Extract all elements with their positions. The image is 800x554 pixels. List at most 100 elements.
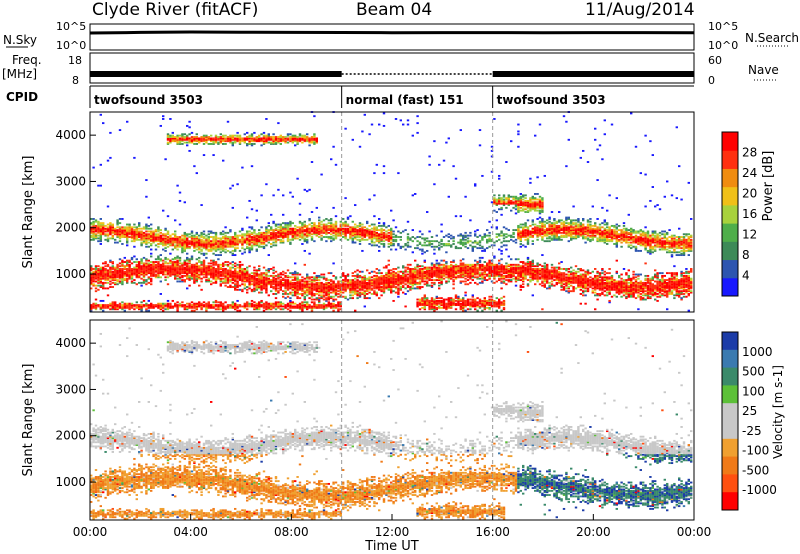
heat-cell	[370, 238, 374, 241]
heat-cell	[354, 309, 357, 312]
heat-cell	[195, 269, 198, 272]
heat-cell	[116, 306, 119, 309]
heat-cell	[394, 226, 398, 229]
heat-cell	[106, 234, 110, 237]
heat-cell	[150, 263, 153, 266]
heat-cell	[486, 301, 489, 304]
heat-cell	[130, 268, 134, 270]
heat-cell	[183, 308, 186, 311]
heat-cell	[190, 244, 194, 247]
heat-cell	[202, 233, 206, 236]
heat-cell	[260, 233, 263, 236]
heat-cell	[471, 299, 474, 302]
heat-cell	[94, 269, 98, 272]
heat-cell	[440, 243, 443, 245]
heat-cell	[253, 290, 256, 293]
heat-cell	[356, 226, 359, 229]
heat-cell	[478, 305, 482, 308]
heat-cell	[234, 308, 237, 311]
heat-cell	[303, 237, 306, 240]
heat-cell	[212, 240, 215, 243]
heat-cell	[284, 223, 287, 226]
heat-cell	[358, 234, 362, 237]
heat-cell	[325, 287, 328, 290]
heat-cell	[236, 299, 239, 302]
heat-cell	[378, 297, 381, 300]
heat-cell	[308, 219, 311, 222]
heat-cell	[234, 306, 237, 309]
heat-cell	[94, 230, 98, 233]
heat-cell	[394, 291, 398, 294]
heat-cell	[140, 236, 143, 238]
heat-cell	[438, 306, 441, 309]
heat-cell	[298, 273, 302, 276]
heat-cell	[342, 229, 345, 232]
heat-cell	[193, 249, 196, 252]
heat-cell	[265, 288, 268, 291]
heat-cell	[387, 287, 390, 290]
heat-cell	[123, 231, 126, 234]
heat-cell	[378, 222, 381, 225]
heat-cell	[294, 286, 297, 288]
heat-cell	[474, 269, 477, 272]
heat-cell	[138, 306, 141, 309]
heat-cell	[231, 301, 234, 304]
heat-cell	[325, 306, 328, 309]
heat-cell	[361, 226, 364, 229]
heat-cell	[380, 277, 383, 280]
heat-cell	[459, 247, 462, 250]
heat-cell	[102, 283, 105, 286]
heat-cell	[188, 137, 191, 140]
heat-cell	[219, 279, 222, 282]
heat-cell	[217, 244, 220, 247]
heat-cell	[344, 224, 347, 227]
heat-cell	[222, 269, 225, 272]
heat-cell	[296, 284, 299, 287]
heat-cell	[241, 237, 244, 240]
heat-cell	[358, 291, 362, 294]
heat-cell	[198, 265, 201, 268]
heat-cell	[176, 306, 179, 309]
heat-cell	[195, 245, 198, 248]
heat-cell	[474, 268, 477, 270]
heat-cell	[265, 291, 268, 294]
heat-cell	[217, 254, 220, 257]
heat-cell	[464, 245, 467, 248]
heat-cell	[430, 263, 434, 266]
heat-cell	[397, 270, 400, 273]
heat-cell	[140, 238, 143, 241]
heat-cell	[126, 270, 129, 273]
heat-cell	[406, 238, 410, 241]
heat-cell	[138, 268, 141, 270]
heat-cell	[200, 136, 203, 138]
heat-cell	[385, 234, 388, 237]
heat-cell	[176, 280, 179, 283]
heat-cell	[171, 273, 174, 276]
heat-cell	[222, 305, 225, 308]
heat-cell	[481, 304, 484, 307]
heat-cell	[356, 273, 359, 276]
heat-cell	[418, 286, 422, 288]
heat-cell	[246, 136, 249, 138]
heat-cell	[320, 234, 323, 237]
heat-cell	[363, 281, 366, 284]
heat-cell	[375, 268, 378, 270]
heat-cell	[392, 280, 395, 283]
heat-cell	[202, 269, 206, 272]
heat-cell	[387, 245, 390, 248]
heat-cell	[183, 137, 186, 140]
heat-cell	[474, 305, 477, 308]
heat-cell	[279, 231, 282, 234]
heat-cell	[387, 236, 390, 238]
heat-cell	[426, 284, 429, 287]
heat-cell	[339, 234, 342, 237]
frequency-panel-frame	[89, 52, 695, 84]
heat-cell	[171, 262, 174, 265]
heat-cell	[447, 137, 450, 140]
heat-cell	[426, 240, 429, 243]
heat-cell	[370, 237, 374, 240]
heat-cell	[442, 236, 446, 238]
heat-cell	[380, 243, 383, 245]
heat-cell	[361, 223, 364, 226]
heat-cell	[258, 233, 261, 236]
